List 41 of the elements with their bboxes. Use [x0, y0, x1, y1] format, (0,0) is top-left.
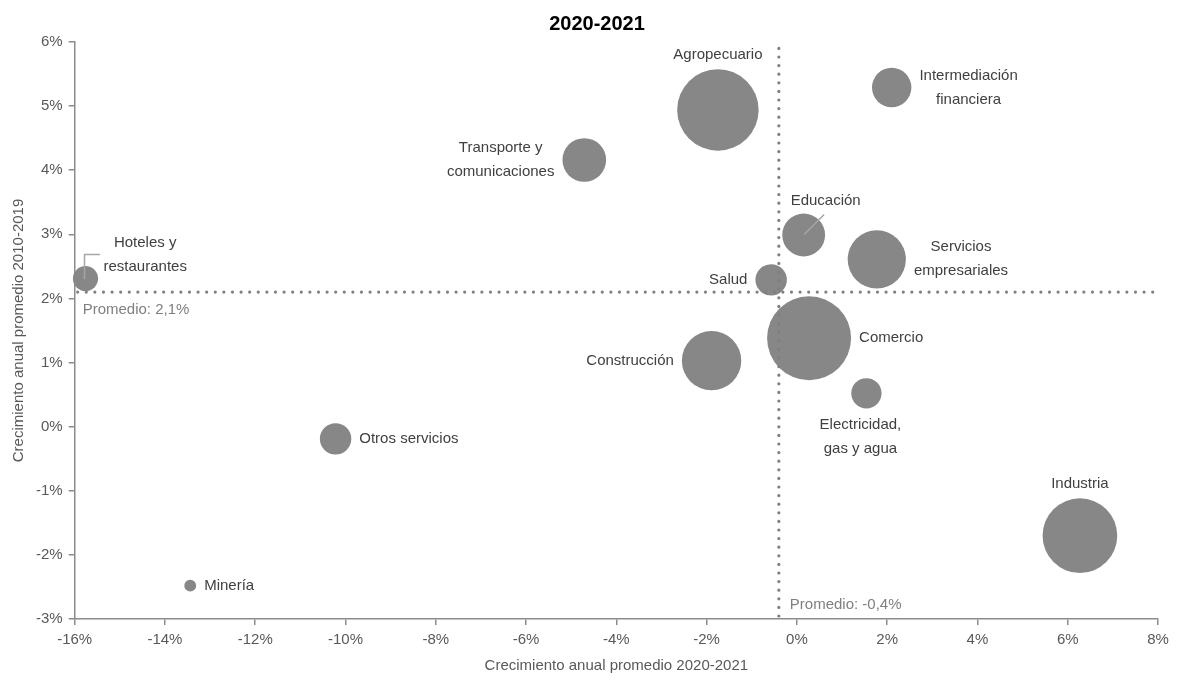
y-tick-label: -1%	[35, 480, 63, 498]
series-label: Construcción	[586, 350, 674, 368]
x-tick-label: 6%	[1056, 630, 1079, 648]
series-label: Minería	[204, 575, 255, 593]
y-tick-label: -2%	[35, 545, 63, 563]
x-tick-label: 8%	[1147, 630, 1169, 648]
y-axis-title: Crecimiento anual promedio 2010-2019	[9, 198, 27, 463]
x-tick-label: -10%	[327, 630, 364, 648]
x-tick-label: 4%	[966, 630, 989, 648]
x-tick-label: -14%	[147, 630, 183, 648]
x-tick-label: -8%	[422, 630, 450, 648]
ref-line-label: Promedio: 2,1%	[82, 300, 190, 318]
y-tick-label: 2%	[40, 288, 63, 306]
series-label: Industria	[1051, 474, 1110, 492]
series-label: Transporte y comunicaciones	[446, 138, 555, 180]
series-label: Salud	[709, 269, 748, 287]
series-label: Electricidad, gas y agua	[819, 414, 902, 456]
y-tick-label: -3%	[35, 609, 63, 627]
ref-line-label: Promedio: -0,4%	[789, 595, 902, 613]
x-tick-label: -4%	[602, 630, 630, 648]
series-label: Comercio	[859, 328, 924, 346]
series-label: Otros servicios	[359, 428, 459, 446]
x-tick-label: -2%	[693, 630, 720, 648]
y-tick-label: 1%	[40, 352, 63, 370]
series-label: Servicios empresariales	[913, 237, 1009, 279]
y-tick-label: 4%	[40, 160, 63, 178]
y-tick-label: 3%	[40, 224, 63, 242]
chart-title: 2020-2021	[549, 11, 645, 34]
series-label: Educación	[790, 191, 861, 209]
y-tick-label: 6%	[40, 32, 63, 50]
x-tick-label: 2%	[876, 630, 899, 648]
y-tick-label: 5%	[40, 96, 63, 114]
series-label: Agropecuario	[673, 45, 763, 63]
x-tick-label: 0%	[786, 630, 808, 648]
series-label: Intermediación financiera	[919, 65, 1018, 107]
series-label: Hoteles y restaurantes	[103, 232, 187, 274]
x-tick-label: -6%	[512, 630, 540, 648]
x-tick-label: -12%	[237, 630, 273, 648]
y-tick-label: 0%	[40, 416, 63, 434]
x-tick-label: -16%	[57, 630, 93, 648]
x-axis-title: Crecimiento anual promedio 2020-2021	[484, 656, 749, 674]
